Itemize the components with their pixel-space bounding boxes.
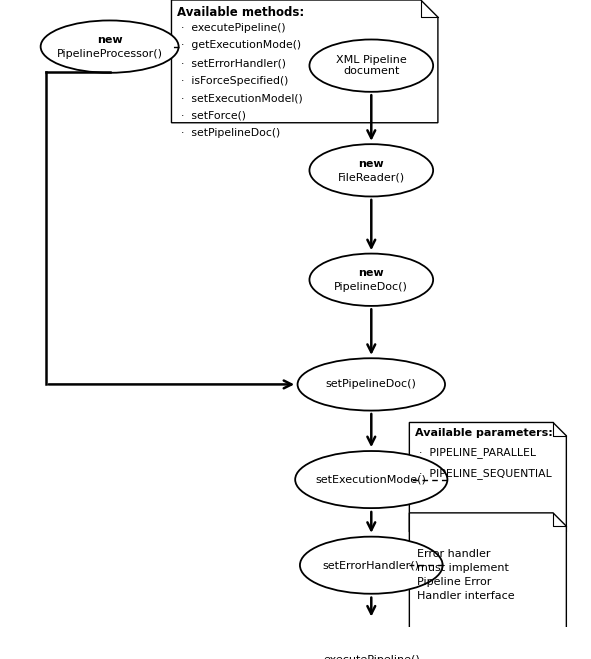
Text: FileReader(): FileReader() — [337, 173, 405, 183]
Text: new: new — [359, 268, 384, 278]
Text: setPipelineDoc(): setPipelineDoc() — [326, 380, 417, 389]
Text: ·  getExecutionMode(): · getExecutionMode() — [181, 40, 301, 51]
Text: ·  setPipelineDoc(): · setPipelineDoc() — [181, 129, 280, 138]
Polygon shape — [410, 513, 566, 637]
Polygon shape — [410, 422, 566, 532]
Ellipse shape — [295, 451, 447, 508]
Text: Available methods:: Available methods: — [177, 6, 304, 18]
Polygon shape — [171, 0, 438, 123]
Ellipse shape — [41, 20, 178, 72]
Text: PipelineDoc(): PipelineDoc() — [335, 282, 408, 293]
Text: PipelineProcessor(): PipelineProcessor() — [57, 49, 163, 59]
Text: Error handler
must implement
Pipeline Error
Handler interface: Error handler must implement Pipeline Er… — [417, 549, 515, 601]
Text: ·  setExecutionModel(): · setExecutionModel() — [181, 94, 303, 103]
Text: ·  PIPELINE_SEQUENTIAL: · PIPELINE_SEQUENTIAL — [419, 468, 551, 479]
Text: XML Pipeline
document: XML Pipeline document — [336, 55, 407, 76]
Ellipse shape — [303, 634, 440, 659]
Ellipse shape — [310, 40, 433, 92]
Text: Available parameters:: Available parameters: — [415, 428, 553, 438]
Text: new: new — [97, 35, 122, 45]
Text: ·  PIPELINE_PARALLEL: · PIPELINE_PARALLEL — [419, 447, 536, 458]
Text: ·  setErrorHandler(): · setErrorHandler() — [181, 58, 286, 68]
Text: ·  isForceSpecified(): · isForceSpecified() — [181, 76, 288, 86]
Text: ·  setForce(): · setForce() — [181, 111, 246, 121]
Text: ·  executePipeline(): · executePipeline() — [181, 23, 285, 33]
Ellipse shape — [297, 358, 445, 411]
Ellipse shape — [300, 536, 443, 594]
Text: setErrorHandler(): setErrorHandler() — [323, 560, 420, 570]
Ellipse shape — [310, 254, 433, 306]
Ellipse shape — [310, 144, 433, 196]
Text: executePipeline(): executePipeline() — [323, 655, 420, 659]
Text: new: new — [359, 159, 384, 169]
Text: setExecutionMode(): setExecutionMode() — [316, 474, 427, 484]
